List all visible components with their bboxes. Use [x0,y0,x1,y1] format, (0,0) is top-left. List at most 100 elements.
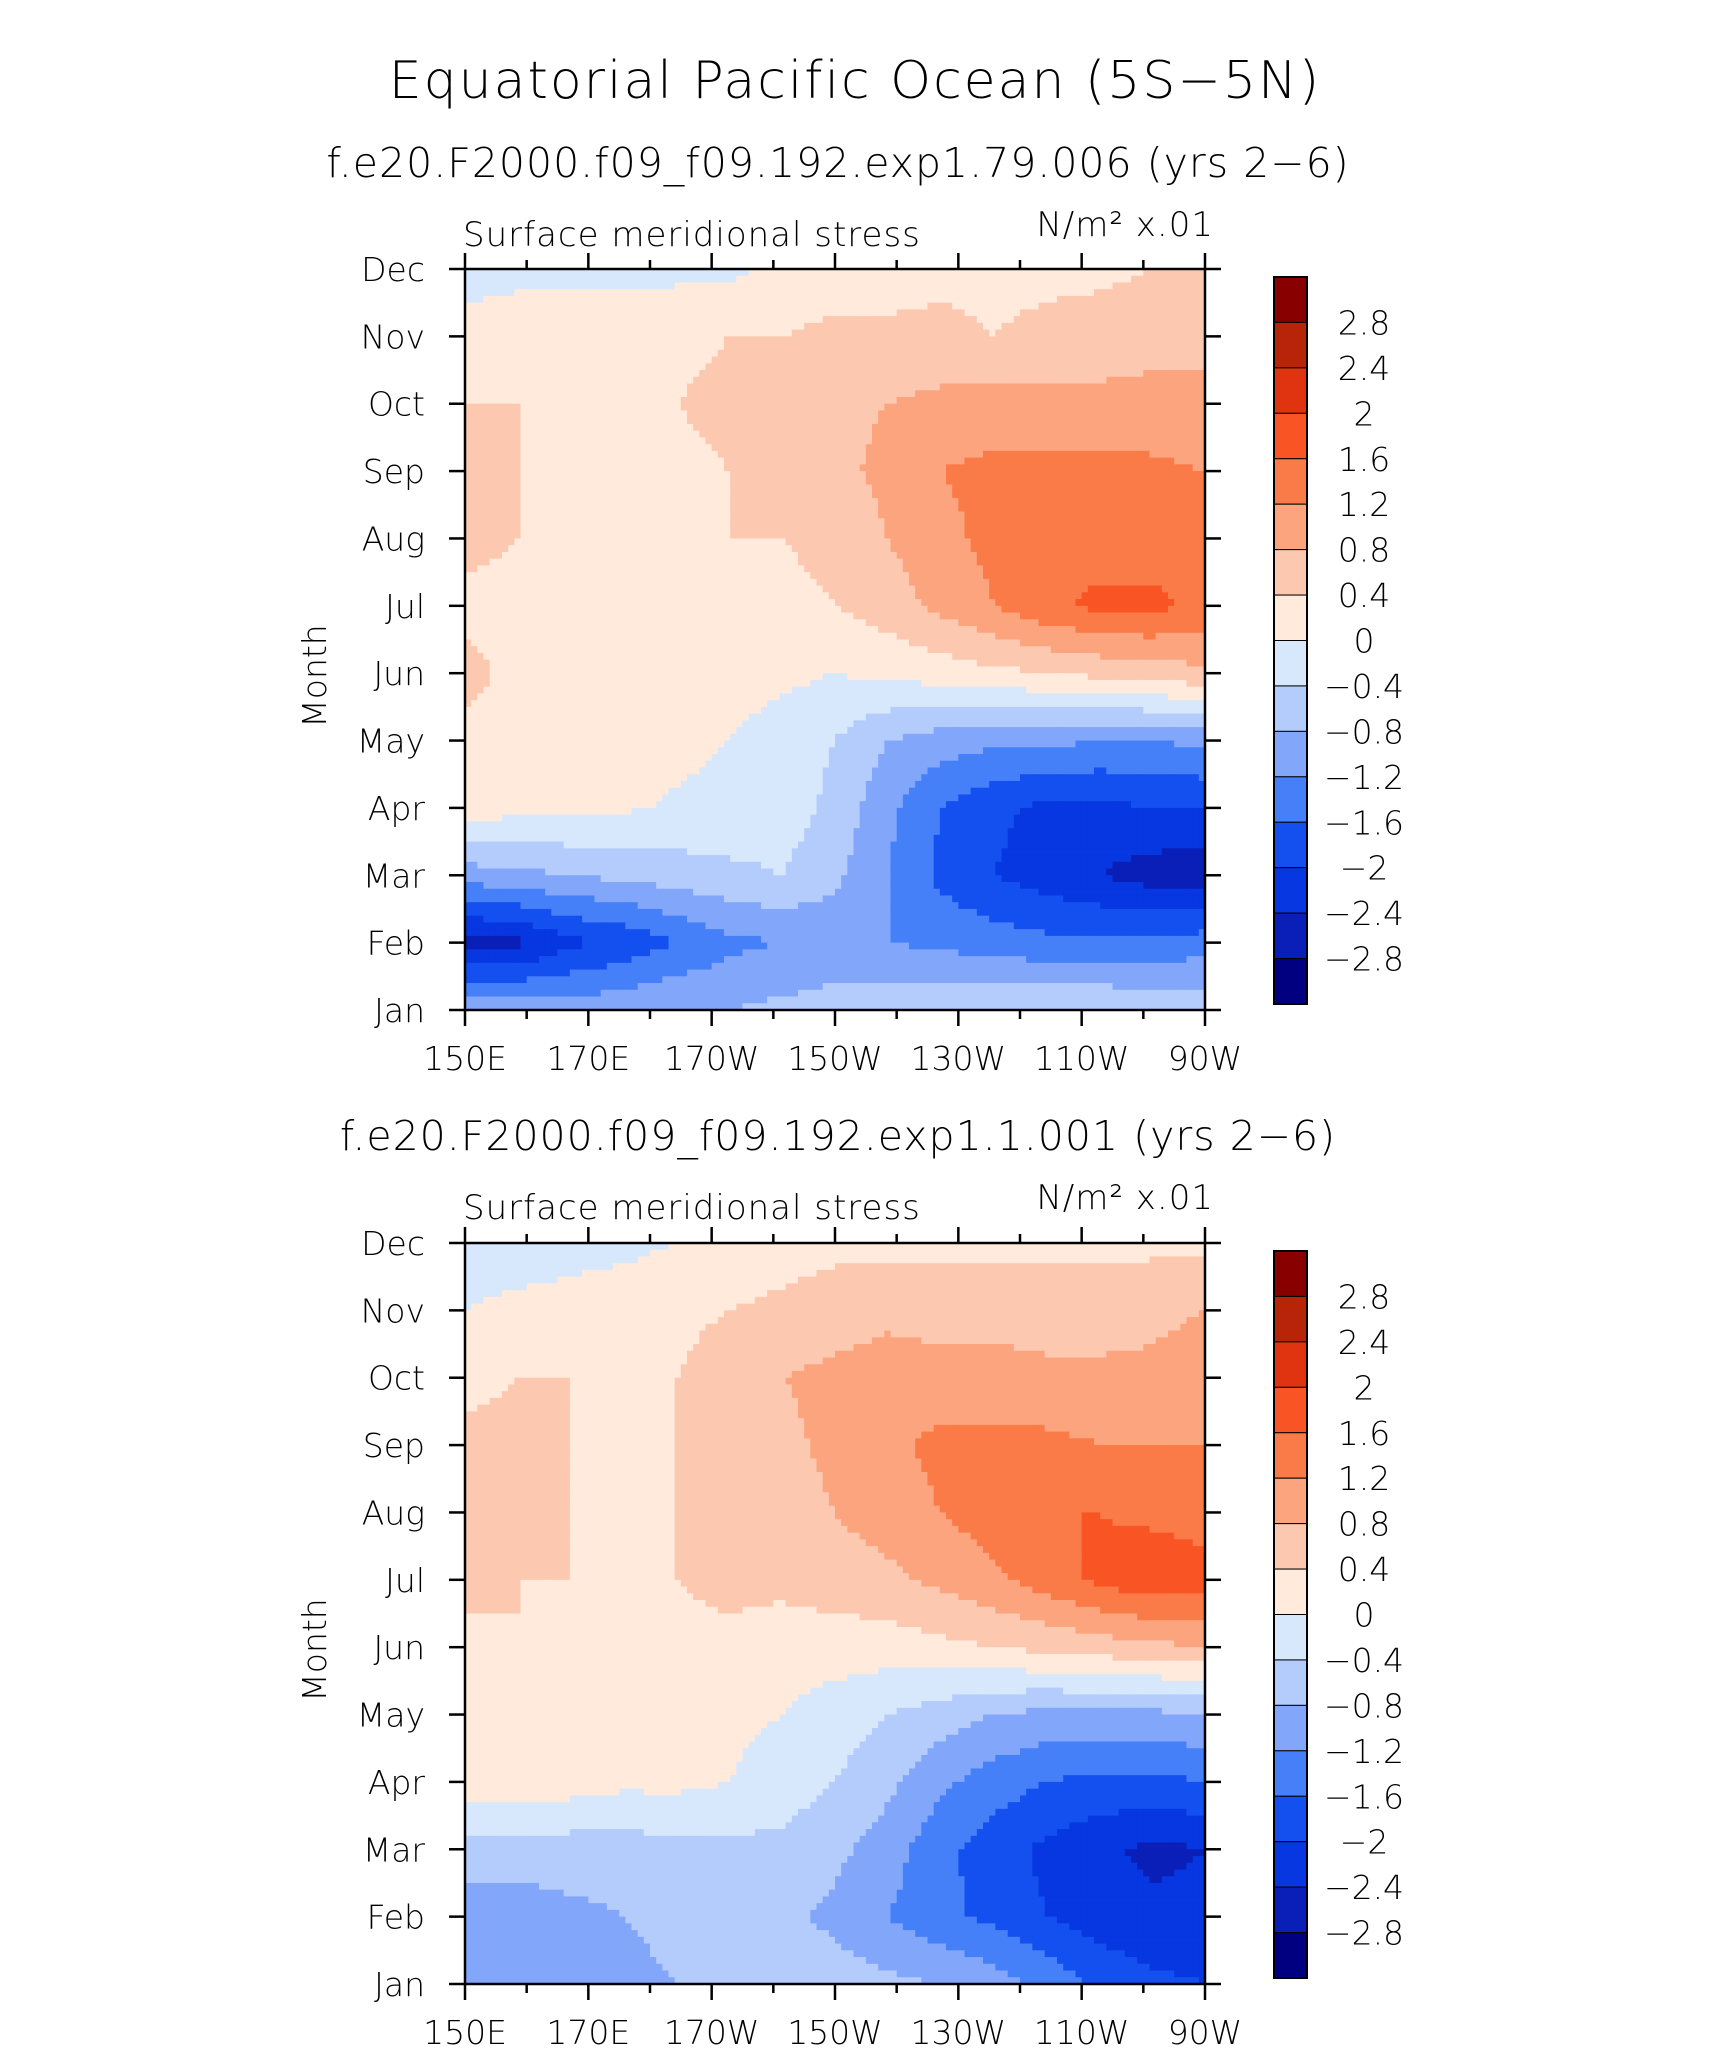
heatmap-cell [1044,477,1052,486]
heatmap-cell [748,295,756,304]
heatmap-cell [520,417,528,425]
heatmap-cell [582,538,589,546]
heatmap-cell [841,302,848,311]
heatmap-cell [514,343,522,351]
heatmap-cell [816,450,824,459]
heatmap-cell [625,484,633,492]
heatmap-cell [921,531,929,540]
heatmap-cell [791,417,799,425]
heatmap-cell [1143,349,1151,358]
heatmap-cell [1174,477,1181,486]
heatmap-cell [761,383,768,391]
heatmap-cell [1001,511,1009,519]
heatmap-cell [508,437,515,445]
heatmap-cell [717,383,725,391]
heatmap-cell [921,363,929,371]
heatmap-cell [1198,498,1206,506]
heatmap-cell [841,309,848,317]
heatmap-cell [625,336,633,344]
heatmap-cell [1155,518,1163,526]
heatmap-cell [816,269,824,277]
heatmap-cell [915,430,922,439]
heatmap-cell [1112,444,1120,452]
heatmap-cell [569,423,577,432]
heatmap-cell [674,444,682,452]
heatmap-cell [514,491,522,499]
heatmap-cell [859,295,867,304]
heatmap-cell [483,477,491,486]
heatmap-cell [551,410,559,418]
heatmap-cell [995,349,1003,358]
heatmap-cell [545,484,552,492]
heatmap-cell [1081,316,1089,324]
heatmap-cell [471,457,478,465]
heatmap-cell [909,531,916,540]
heatmap-cell [736,410,744,418]
heatmap-cell [816,349,824,358]
heatmap-cell [1075,538,1083,546]
heatmap-cell [1180,450,1188,459]
heatmap-cell [705,370,713,378]
heatmap-cell [483,498,491,506]
heatmap-cell [576,289,583,297]
panel-1-plot-area: JanFebMarAprMayJunJulAugSepOctNovDec150E… [357,250,1243,1078]
heatmap-cell [693,531,700,540]
heatmap-cell [631,275,639,284]
heatmap-cell [822,269,830,277]
heatmap-cell [896,343,904,351]
heatmap-cell [1149,322,1157,331]
heatmap-cell [471,444,478,452]
heatmap-cell [693,383,700,391]
heatmap-cell [514,302,522,311]
heatmap-cell [730,295,737,304]
heatmap-cell [705,437,713,445]
heatmap-cell [1118,538,1126,546]
heatmap-cell [890,444,898,452]
heatmap-cell [939,329,947,337]
heatmap-cell [539,417,546,425]
heatmap-cell [1198,417,1206,425]
heatmap-cell [477,383,485,391]
heatmap-cell [662,343,670,351]
heatmap-cell [896,329,904,337]
heatmap-cell [471,363,478,371]
heatmap-cell [576,390,583,398]
heatmap-cell [1143,457,1151,465]
heatmap-cell [569,545,577,553]
heatmap-cell [835,396,842,405]
heatmap-cell [822,349,830,358]
heatmap-cell [662,498,670,506]
heatmap-cell [995,343,1003,351]
heatmap-cell [1044,484,1052,492]
heatmap-cell [736,289,744,297]
heatmap-cell [785,309,793,317]
heatmap-cell [804,464,811,472]
heatmap-cell [761,295,768,304]
heatmap-cell [816,417,824,425]
heatmap-cell [884,289,892,297]
heatmap-cell [810,343,818,351]
heatmap-cell [933,343,941,351]
heatmap-cell [1050,329,1058,337]
heatmap-cell [1013,289,1021,297]
heatmap-cell [1063,450,1070,459]
heatmap-cell [1112,349,1120,358]
heatmap-cell [890,484,898,492]
heatmap-cell [976,457,984,465]
heatmap-cell [508,423,515,432]
heatmap-cell [1174,457,1181,465]
heatmap-cell [810,491,818,499]
heatmap-cell [983,356,990,364]
heatmap-cell [841,336,848,344]
heatmap-cell [526,491,534,499]
heatmap-cell [539,322,546,331]
heatmap-cell [668,464,676,472]
heatmap-cell [1198,376,1206,385]
heatmap-cell [835,349,842,358]
heatmap-cell [742,376,750,385]
heatmap-cell [625,545,633,553]
heatmap-cell [662,457,670,465]
heatmap-cell [847,464,855,472]
heatmap-cell [748,423,756,432]
heatmap-cell [896,390,904,398]
